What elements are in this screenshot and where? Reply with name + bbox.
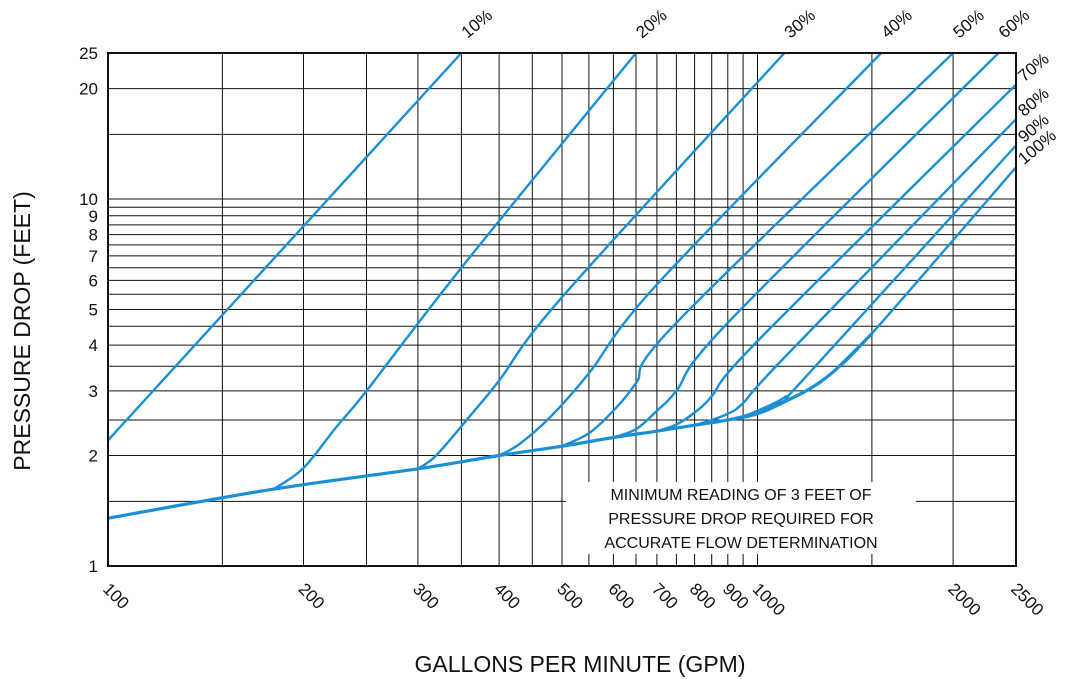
y-tick-label: 1 xyxy=(89,557,98,576)
curve-100-percent xyxy=(741,166,1016,418)
y-tick-label: 20 xyxy=(79,80,98,99)
plot-frame xyxy=(107,52,1017,567)
x-tick-label: 400 xyxy=(490,579,523,612)
y-tick-label: 5 xyxy=(89,301,98,320)
y-tick-label: 4 xyxy=(89,336,98,355)
y-tick-label: 25 xyxy=(79,44,98,63)
series-label-10-percent: 10% xyxy=(458,6,496,42)
curve-30-percent xyxy=(416,53,786,470)
curve-80-percent xyxy=(693,118,1016,427)
annotation-line-1: MINIMUM READING OF 3 FEET OF xyxy=(610,487,871,504)
x-tick-label: 200 xyxy=(295,579,328,612)
y-tick-label: 8 xyxy=(89,226,98,245)
curve-40-percent xyxy=(497,53,883,457)
y-tick-label: 2 xyxy=(89,447,98,466)
series-label-40-percent: 40% xyxy=(878,6,916,42)
x-tick-label: 2000 xyxy=(944,579,984,619)
x-tick-label: 900 xyxy=(719,579,752,612)
curve-60-percent xyxy=(612,53,1000,439)
y-tick-label: 6 xyxy=(89,271,98,290)
curve-layer xyxy=(108,53,1016,520)
series-label-20-percent: 20% xyxy=(632,6,670,42)
curve-50-percent xyxy=(560,53,955,448)
series-label-layer: 10% 20% 30% 40% 50% 60%70%80%90%100% xyxy=(458,6,1060,169)
x-tick-label: 100 xyxy=(99,579,132,612)
annotation-line-3: ACCURATE FLOW DETERMINATION xyxy=(604,535,877,552)
annotation-line-2: PRESSURE DROP REQUIRED FOR xyxy=(608,511,874,528)
x-tick-label: 600 xyxy=(605,579,638,612)
x-tick-label: 500 xyxy=(553,579,586,612)
x-tick-label: 1000 xyxy=(749,579,789,619)
series-label-70-percent: 70% xyxy=(1014,49,1052,85)
y-tick-label: 10 xyxy=(79,190,98,209)
series-label-60-percent: 60% xyxy=(995,6,1033,42)
x-tick-label: 300 xyxy=(409,579,442,612)
y-axis-title: PRESSURE DROP (FEET) xyxy=(9,191,35,470)
annotation-layer: MINIMUM READING OF 3 FEET OF PRESSURE DR… xyxy=(566,482,916,554)
series-label-50-percent: 50% xyxy=(949,6,987,42)
curve-10-percent xyxy=(108,53,463,442)
x-tick-label: 2500 xyxy=(1007,579,1047,619)
curve-70-percent xyxy=(655,83,1016,433)
y-tick-label: 3 xyxy=(89,382,98,401)
x-axis-title: GALLONS PER MINUTE (GPM) xyxy=(415,651,746,677)
y-tick-label: 9 xyxy=(89,207,98,226)
x-tick-label: 700 xyxy=(648,579,681,612)
series-label-30-percent: 30% xyxy=(781,6,819,42)
annotation-background xyxy=(566,482,916,554)
x-tick-label: 800 xyxy=(686,579,719,612)
y-tick-label: 7 xyxy=(89,247,98,266)
curve-20-percent xyxy=(272,53,638,491)
